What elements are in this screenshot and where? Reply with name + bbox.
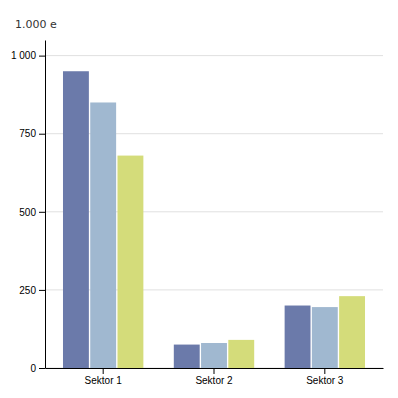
tick: Sektor 3 bbox=[306, 368, 344, 386]
bar bbox=[90, 102, 116, 368]
tick-mark bbox=[214, 368, 215, 374]
tick-mark bbox=[39, 290, 45, 291]
x-axis: Sektor 1 Sektor 2 Sektor 3 bbox=[46, 368, 384, 386]
tick-label: Sektor 1 bbox=[85, 375, 123, 386]
tick: 500 bbox=[19, 207, 45, 218]
y-axis: 0 250 500 750 1 000 bbox=[11, 41, 46, 374]
bar bbox=[339, 296, 365, 368]
tick-label: 250 bbox=[19, 285, 36, 296]
tick-mark bbox=[39, 56, 45, 57]
y-axis-label: 1.000 e bbox=[15, 18, 57, 31]
bars bbox=[63, 71, 365, 368]
bar bbox=[285, 306, 311, 368]
bar bbox=[228, 340, 254, 368]
tick: 250 bbox=[19, 285, 45, 296]
bar-series bbox=[117, 156, 365, 368]
tick-mark bbox=[39, 134, 45, 135]
tick-label: Sektor 2 bbox=[195, 375, 233, 386]
tick: Sektor 2 bbox=[195, 368, 233, 386]
tick: 0 bbox=[30, 363, 45, 374]
plot: 0 250 500 750 1 000 Sektor 1 Sektor 2 Sektor 3 bbox=[11, 41, 384, 387]
tick-label: 750 bbox=[19, 128, 36, 139]
chart: 0 250 500 750 1 000 Sektor 1 Sektor 2 Sektor 3 1… bbox=[0, 0, 398, 398]
axis-line bbox=[45, 41, 46, 369]
grid-line bbox=[45, 55, 383, 56]
tick-label: 1 000 bbox=[11, 50, 36, 61]
tick-label: Sektor 3 bbox=[306, 375, 344, 386]
tick: Sektor 1 bbox=[85, 368, 123, 386]
bar bbox=[174, 345, 200, 368]
tick-mark bbox=[324, 368, 325, 374]
tick-mark bbox=[103, 368, 104, 374]
bar bbox=[312, 307, 338, 368]
tick-label: 500 bbox=[19, 207, 36, 218]
bar bbox=[63, 71, 89, 368]
tick-mark bbox=[39, 212, 45, 213]
bar-series bbox=[90, 102, 338, 368]
tick-mark bbox=[39, 368, 45, 369]
grid bbox=[45, 56, 383, 368]
tick-label: 0 bbox=[30, 363, 36, 374]
tick: 750 bbox=[19, 128, 45, 139]
bar bbox=[201, 343, 227, 368]
tick: 1 000 bbox=[11, 50, 45, 61]
bar-series bbox=[63, 71, 311, 368]
bar bbox=[117, 156, 143, 368]
